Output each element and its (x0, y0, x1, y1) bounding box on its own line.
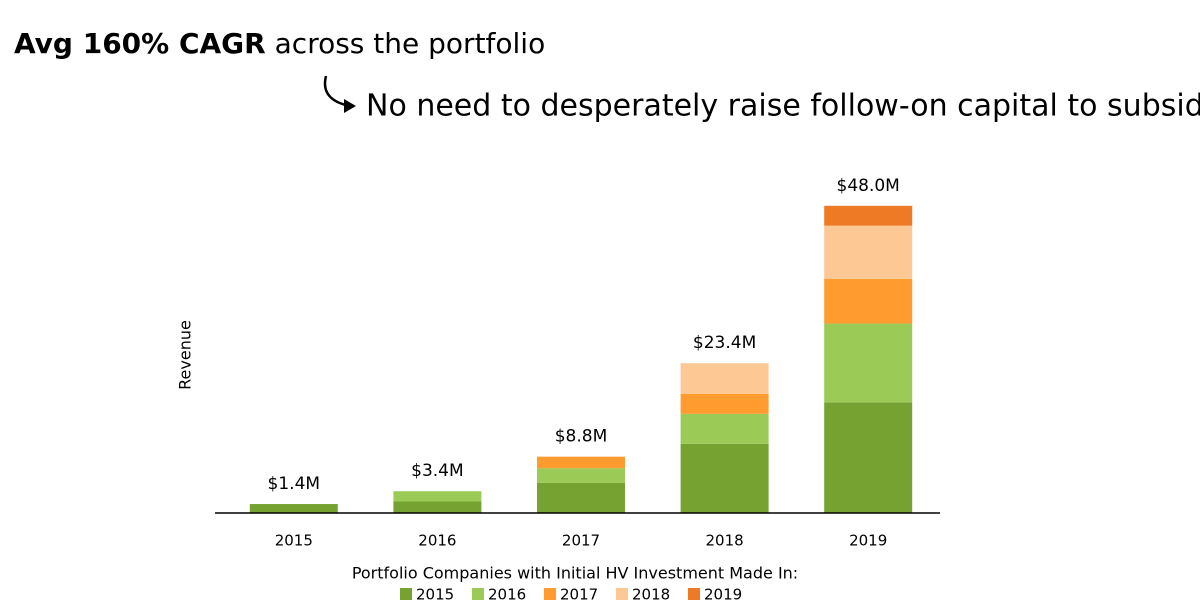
legend-label: 2018 (632, 586, 670, 604)
bar-segment (824, 323, 913, 403)
legend-swatch (616, 588, 628, 600)
bar-segment (680, 443, 769, 513)
bar-segment (824, 225, 913, 279)
bar-segment (824, 205, 913, 226)
legend-swatch (400, 588, 412, 600)
bar-segment (537, 482, 625, 513)
x-tick-label: 2015 (275, 532, 313, 550)
title-rest: across the portfolio (275, 27, 546, 60)
x-axis-label: Portfolio Companies with Initial HV Inve… (352, 564, 798, 583)
total-label: $48.0M (837, 176, 900, 196)
subtitle: No need to desperately raise follow-on c… (366, 89, 1200, 124)
legend-label: 2015 (416, 586, 454, 604)
legend-swatch (688, 588, 700, 600)
x-tick-label: 2019 (849, 532, 887, 550)
bar-segment (537, 468, 625, 483)
bar-segment (680, 393, 769, 414)
chart-title: Avg 160% CAGR across the portfolio (14, 27, 545, 60)
legend-label: 2019 (704, 586, 742, 604)
x-tick-label: 2017 (562, 532, 600, 550)
legend-label: 2017 (560, 586, 598, 604)
total-label: $1.4M (268, 474, 321, 494)
bar-segment (393, 491, 482, 502)
bar-segment (393, 501, 482, 513)
total-label: $23.4M (693, 333, 756, 353)
arrow-head (344, 99, 356, 113)
bar-segment (824, 278, 913, 324)
legend-label: 2016 (488, 586, 526, 604)
legend-swatch (472, 588, 484, 600)
x-tick-label: 2018 (706, 532, 744, 550)
bar-segment (824, 402, 913, 513)
bar-segment (680, 363, 769, 394)
bar-segment (680, 413, 769, 444)
bar-segment (249, 504, 338, 513)
title-bold: Avg 160% CAGR (14, 27, 266, 60)
bar-segment (537, 456, 625, 469)
legend-swatch (544, 588, 556, 600)
total-label: $8.8M (555, 427, 608, 447)
y-axis-label: Revenue (176, 320, 195, 390)
total-label: $3.4M (411, 461, 464, 481)
x-tick-label: 2016 (418, 532, 456, 550)
